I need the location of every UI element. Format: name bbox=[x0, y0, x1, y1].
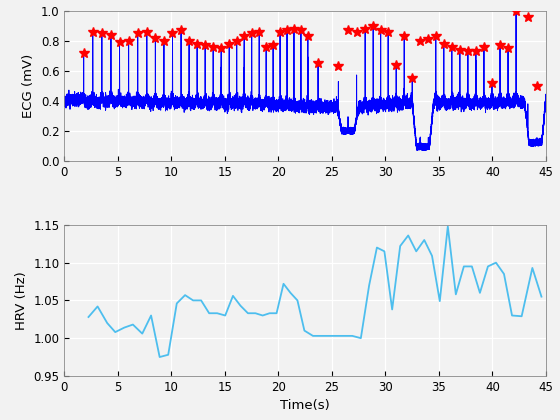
Y-axis label: HRV (Hz): HRV (Hz) bbox=[15, 271, 28, 330]
X-axis label: Time(s): Time(s) bbox=[281, 399, 330, 412]
Y-axis label: ECG (mV): ECG (mV) bbox=[22, 54, 35, 118]
